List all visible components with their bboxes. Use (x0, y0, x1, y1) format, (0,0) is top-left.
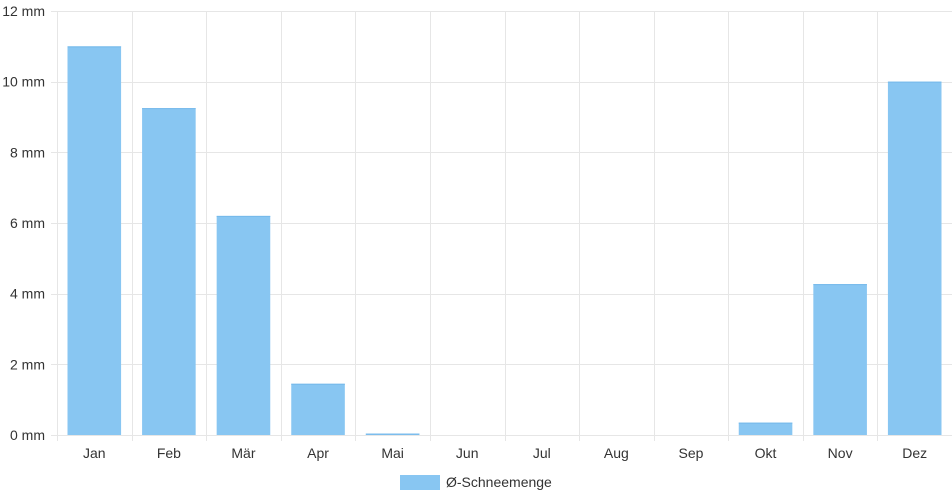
x-tick-label: Dez (902, 445, 927, 461)
y-tick-label: 12 mm (2, 3, 45, 19)
bar-jan[interactable] (67, 46, 122, 435)
bar-mär[interactable] (216, 215, 271, 435)
bar-feb[interactable] (142, 108, 196, 436)
x-tick-label: Feb (157, 445, 181, 461)
x-tick-label: Okt (755, 445, 777, 461)
bar-series (67, 46, 942, 436)
x-tick-label: Mär (231, 445, 255, 461)
x-tick-label: Jan (83, 445, 106, 461)
y-axis: 0 mm 2 mm 4 mm 6 mm 8 mm 10 mm 12 mm (2, 3, 45, 443)
bar-okt[interactable] (738, 422, 793, 435)
y-tick-label: 2 mm (10, 356, 45, 372)
y-tick-label: 10 mm (2, 74, 45, 90)
bar-apr[interactable] (291, 383, 345, 435)
legend-label[interactable]: Ø-Schneemenge (446, 474, 552, 490)
y-tick-label: 0 mm (10, 427, 45, 443)
y-tick-label: 4 mm (10, 286, 45, 302)
legend[interactable]: Ø-Schneemenge (400, 474, 552, 490)
grid (51, 11, 952, 441)
bar-dez[interactable] (887, 81, 942, 436)
x-tick-label: Aug (604, 445, 629, 461)
y-tick-label: 6 mm (10, 215, 45, 231)
x-tick-label: Nov (828, 445, 853, 461)
x-axis: Jan Feb Mär Apr Mai Jun Jul Aug Sep Okt Nov Dez (83, 445, 927, 461)
legend-swatch[interactable] (400, 475, 440, 490)
x-tick-label: Jun (456, 445, 479, 461)
x-tick-label: Jul (533, 445, 551, 461)
x-tick-label: Mai (381, 445, 404, 461)
x-tick-label: Apr (307, 445, 329, 461)
y-tick-label: 8 mm (10, 144, 45, 160)
bar-nov[interactable] (813, 284, 867, 435)
x-tick-label: Sep (678, 445, 703, 461)
